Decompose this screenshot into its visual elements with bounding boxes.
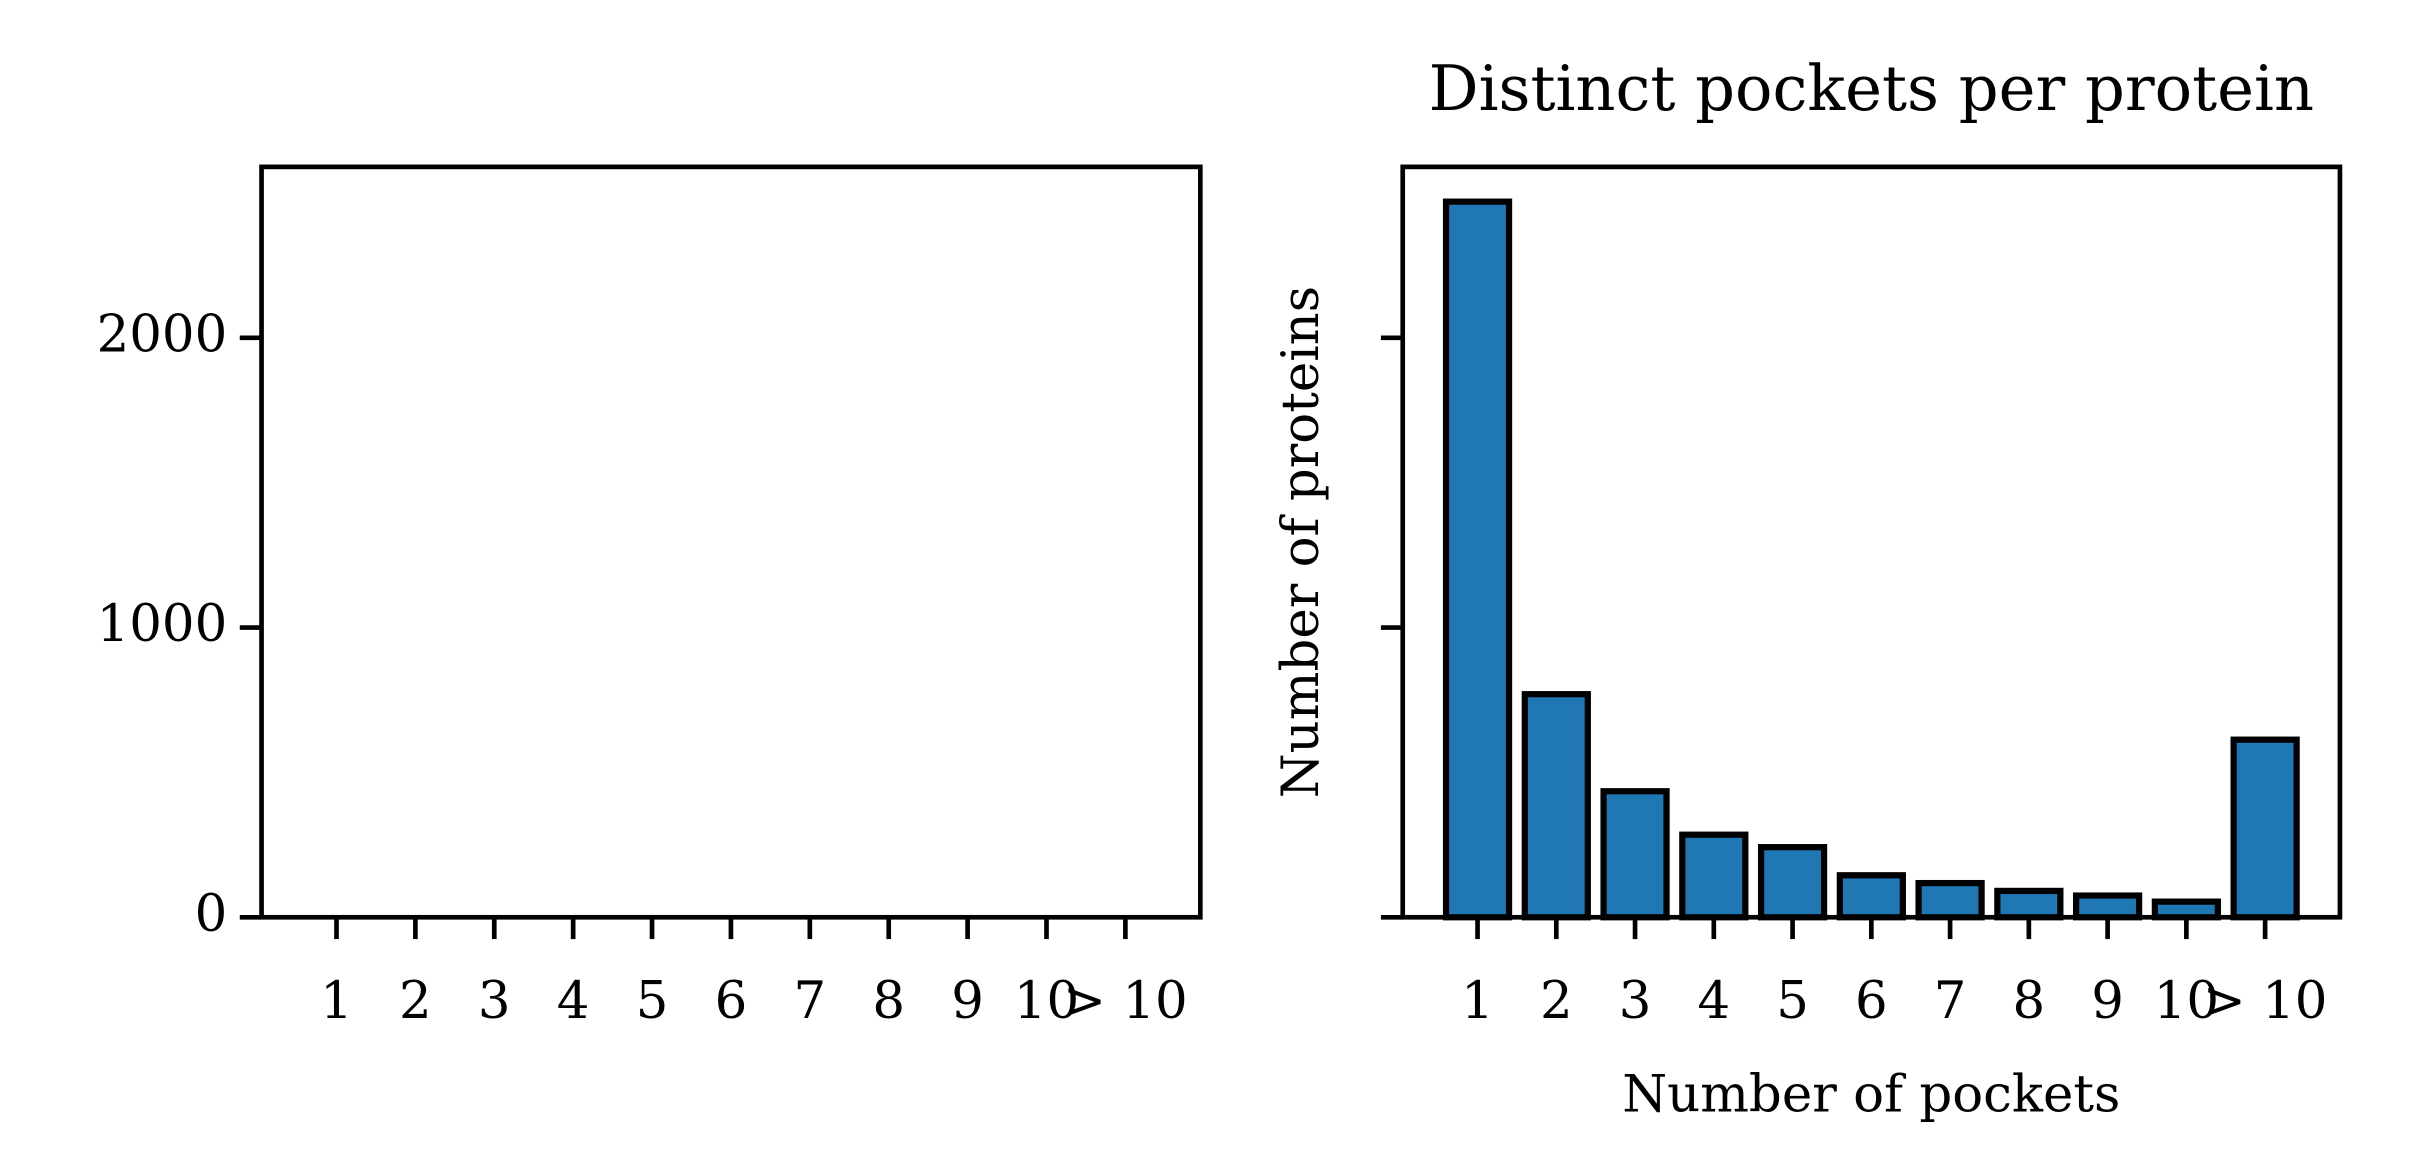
x-tick-label: > 10 [1063, 971, 1188, 1031]
x-tick-label: 3 [1619, 971, 1652, 1031]
x-tick-label: 2 [399, 971, 432, 1031]
x-tick-label: 5 [636, 971, 669, 1031]
x-tick-label: 2 [1540, 971, 1573, 1031]
bar [2230, 736, 2300, 921]
y-axis-label: Number of proteins [1271, 286, 1331, 798]
axes-frame [259, 164, 1203, 920]
bar [1442, 198, 1513, 921]
x-tick-label: 10 [1014, 971, 1079, 1031]
bar [2072, 892, 2143, 921]
bar [1679, 831, 1749, 921]
y-tick-label: 0 [195, 884, 228, 944]
x-tick-label: 7 [1934, 971, 1967, 1031]
x-tick-label: 6 [715, 971, 748, 1031]
y-tick-label: 1000 [97, 594, 228, 654]
x-axis-label: Number of pockets [1622, 1064, 2120, 1124]
bar [1757, 844, 1828, 921]
x-tick-label: 9 [2091, 971, 2124, 1031]
x-tick-label: 1 [1461, 971, 1494, 1031]
x-tick-label: 4 [1697, 971, 1730, 1031]
bar [1994, 887, 2064, 921]
x-tick-label: 10 [2154, 971, 2219, 1031]
bar [1836, 872, 1906, 921]
x-tick-label: > 10 [2203, 971, 2328, 1031]
x-tick-label: 3 [478, 971, 511, 1031]
chart-title: Distinct pockets per protein [1429, 52, 2314, 125]
x-tick-label: 6 [1855, 971, 1888, 1031]
x-tick-label: 1 [320, 971, 353, 1031]
bar [1600, 788, 1670, 921]
x-tick-label: 9 [951, 971, 984, 1031]
y-tick-label: 2000 [97, 304, 228, 364]
bar [1521, 691, 1591, 921]
x-tick-label: 5 [1776, 971, 1809, 1031]
x-tick-label: 8 [2013, 971, 2046, 1031]
x-tick-label: 8 [872, 971, 905, 1031]
bar [1915, 879, 1985, 921]
x-tick-label: 7 [793, 971, 826, 1031]
x-tick-label: 4 [557, 971, 590, 1031]
axes-frame [1400, 164, 2343, 920]
bar [2151, 898, 2221, 921]
